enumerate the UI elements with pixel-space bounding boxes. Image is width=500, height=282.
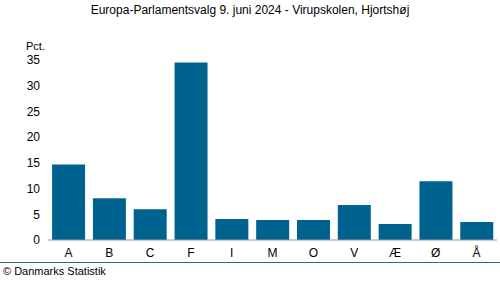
svg-text:0: 0 <box>33 233 40 247</box>
svg-text:V: V <box>350 246 358 260</box>
svg-text:C: C <box>146 246 155 260</box>
html-text:© Danmarks Statistik: © Danmarks Statistik <box>3 265 106 277</box>
svg-text:5: 5 <box>33 208 40 222</box>
svg-text:25: 25 <box>27 105 41 119</box>
svg-text:A: A <box>64 246 72 260</box>
svg-text:O: O <box>309 246 318 260</box>
svg-text:30: 30 <box>27 79 41 93</box>
svg-text:I: I <box>230 246 233 260</box>
svg-text:M: M <box>268 246 278 260</box>
svg-text:20: 20 <box>27 130 41 144</box>
svg-text:10: 10 <box>27 182 41 196</box>
html-text:Europa-Parlamentsvalg 9. juni: Europa-Parlamentsvalg 9. juni 2024 - Vir… <box>90 3 410 17</box>
svg-text:Ø: Ø <box>431 246 440 260</box>
svg-text:15: 15 <box>27 156 41 170</box>
svg-text:Æ: Æ <box>389 246 401 260</box>
svg-text:35: 35 <box>27 53 41 67</box>
svg-text:Å: Å <box>473 245 481 260</box>
html-text:Pct.: Pct. <box>26 40 45 52</box>
svg-text:B: B <box>105 246 113 260</box>
svg-text:F: F <box>187 246 194 260</box>
